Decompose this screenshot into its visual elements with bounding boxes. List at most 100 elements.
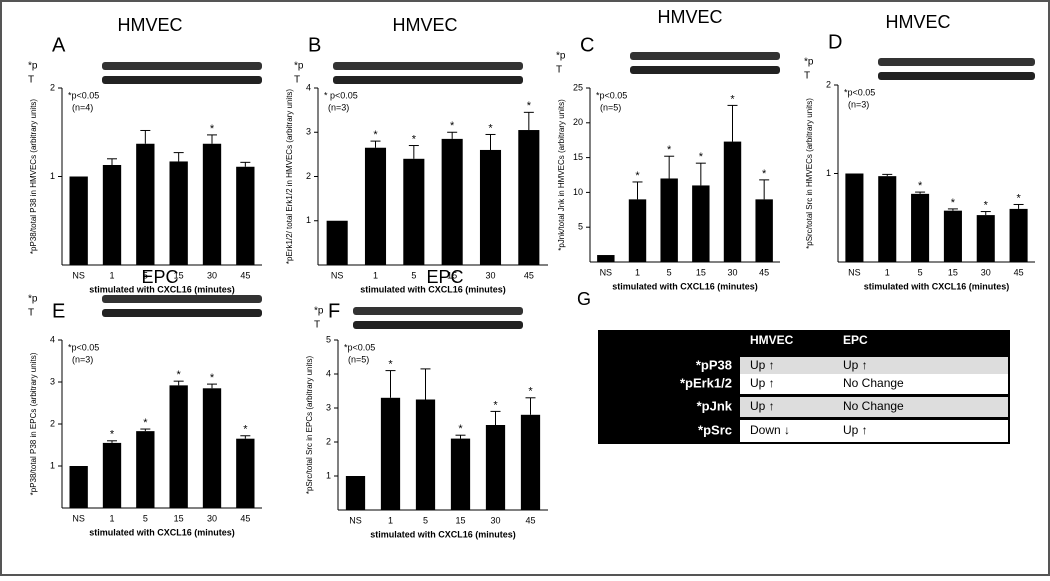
x-tick-label: 1 bbox=[635, 267, 640, 277]
row-label: *pJnk bbox=[697, 398, 733, 413]
blot bbox=[333, 76, 523, 84]
x-tick-label: 5 bbox=[143, 270, 148, 280]
x-tick-label: 30 bbox=[490, 515, 500, 525]
y-tick-label: 5 bbox=[578, 222, 583, 232]
y-tick-label: 3 bbox=[50, 376, 55, 386]
annotation: *p<0.05 bbox=[844, 87, 875, 97]
panel-title: HMVEC bbox=[885, 12, 950, 32]
x-axis-label: stimulated with CXCL16 (minutes) bbox=[370, 529, 516, 539]
y-axis-label: *pErk1/2/ total Erk1/2 in HMVECs (arbitr… bbox=[285, 89, 294, 265]
blot bbox=[878, 72, 1035, 80]
blot-label: T bbox=[314, 320, 320, 331]
y-tick-label: 4 bbox=[326, 368, 331, 378]
x-tick-label: NS bbox=[331, 270, 344, 280]
x-tick-label: 30 bbox=[207, 270, 217, 280]
significance-marker: * bbox=[388, 359, 393, 371]
x-axis-label: stimulated with CXCL16 (minutes) bbox=[89, 527, 235, 537]
bar bbox=[69, 176, 88, 265]
bar bbox=[136, 143, 155, 265]
annotation: (n=5) bbox=[600, 102, 621, 112]
significance-marker: * bbox=[110, 429, 115, 441]
blot-label: *p bbox=[294, 61, 304, 72]
x-tick-label: NS bbox=[72, 513, 85, 523]
row-label: *pErk1/2 bbox=[680, 375, 732, 390]
x-tick-label: 1 bbox=[885, 267, 890, 277]
x-tick-label: 15 bbox=[174, 513, 184, 523]
significance-marker: * bbox=[984, 199, 989, 211]
significance-marker: * bbox=[143, 417, 148, 429]
annotation: (n=3) bbox=[72, 354, 93, 364]
row-bg bbox=[740, 397, 1008, 417]
x-axis-label: stimulated with CXCL16 (minutes) bbox=[612, 281, 758, 291]
y-axis-label: *pJnk/total Jnk in HMVECs (arbitrary uni… bbox=[557, 99, 566, 251]
y-axis-label: *pP38/total P38 in EPCs (arbitrary units… bbox=[29, 352, 38, 495]
x-tick-label: 30 bbox=[981, 267, 991, 277]
annotation: *p<0.05 bbox=[344, 342, 375, 352]
x-tick-label: 15 bbox=[447, 270, 457, 280]
y-tick-label: 1 bbox=[326, 470, 331, 480]
x-axis-label: stimulated with CXCL16 (minutes) bbox=[864, 281, 1010, 291]
blot-label: T bbox=[28, 75, 34, 86]
blot-label: T bbox=[804, 71, 810, 82]
bar bbox=[236, 166, 255, 265]
y-tick-label: 1 bbox=[306, 215, 311, 225]
panel-letter: C bbox=[580, 34, 594, 56]
y-axis-label: *pSrc/total Src in EPCs (arbitrary units… bbox=[305, 356, 314, 495]
y-tick-label: 10 bbox=[573, 187, 583, 197]
significance-marker: * bbox=[762, 168, 767, 180]
significance-marker: * bbox=[488, 122, 493, 134]
cell: Up ↑ bbox=[843, 423, 868, 437]
x-tick-label: NS bbox=[72, 270, 85, 280]
bar bbox=[845, 173, 864, 262]
bar bbox=[69, 466, 88, 508]
significance-marker: * bbox=[918, 180, 923, 192]
bar bbox=[628, 199, 647, 262]
x-tick-label: 45 bbox=[1014, 267, 1024, 277]
row-bg bbox=[740, 357, 1008, 374]
y-tick-label: 2 bbox=[826, 79, 831, 89]
y-tick-label: 25 bbox=[573, 82, 583, 92]
x-tick-label: 1 bbox=[109, 513, 114, 523]
bar bbox=[403, 158, 425, 265]
x-tick-label: 15 bbox=[696, 267, 706, 277]
x-tick-label: 45 bbox=[524, 270, 534, 280]
annotation: *p<0.05 bbox=[596, 90, 627, 100]
bar bbox=[911, 193, 930, 262]
x-tick-label: 30 bbox=[207, 513, 217, 523]
bar bbox=[755, 199, 773, 262]
significance-marker: * bbox=[177, 369, 182, 381]
blot bbox=[102, 62, 262, 70]
blot-label: T bbox=[28, 308, 34, 319]
cell: No Change bbox=[843, 376, 904, 390]
annotation: (n=3) bbox=[848, 99, 869, 109]
panel-letter: D bbox=[828, 31, 842, 53]
y-tick-label: 5 bbox=[326, 334, 331, 344]
x-tick-label: 45 bbox=[759, 267, 769, 277]
bar bbox=[723, 141, 742, 262]
y-tick-label: 2 bbox=[50, 418, 55, 428]
column-header: EPC bbox=[843, 333, 868, 347]
bar bbox=[169, 161, 188, 265]
panel-title: EPC bbox=[141, 267, 178, 287]
bar bbox=[345, 476, 366, 510]
panel-letter: G bbox=[577, 289, 591, 309]
row-label: *pP38 bbox=[696, 357, 732, 372]
bar bbox=[202, 388, 222, 508]
x-axis-label: stimulated with CXCL16 (minutes) bbox=[360, 284, 506, 294]
bar bbox=[364, 147, 387, 265]
x-tick-label: 1 bbox=[109, 270, 114, 280]
significance-marker: * bbox=[373, 129, 378, 141]
x-tick-label: 15 bbox=[948, 267, 958, 277]
bar bbox=[597, 255, 615, 262]
row-bg bbox=[740, 420, 1008, 442]
annotation: *p<0.05 bbox=[68, 342, 99, 352]
y-tick-label: 2 bbox=[50, 82, 55, 92]
row-bg bbox=[740, 374, 1008, 394]
x-tick-label: 5 bbox=[143, 513, 148, 523]
bar bbox=[236, 438, 255, 508]
bar bbox=[878, 176, 897, 262]
y-axis-label: *pP38/total P38 in HMVECs (arbitrary uni… bbox=[29, 99, 38, 255]
x-tick-label: 30 bbox=[485, 270, 495, 280]
x-tick-label: 45 bbox=[525, 515, 535, 525]
annotation: *p<0.05 bbox=[68, 90, 99, 100]
